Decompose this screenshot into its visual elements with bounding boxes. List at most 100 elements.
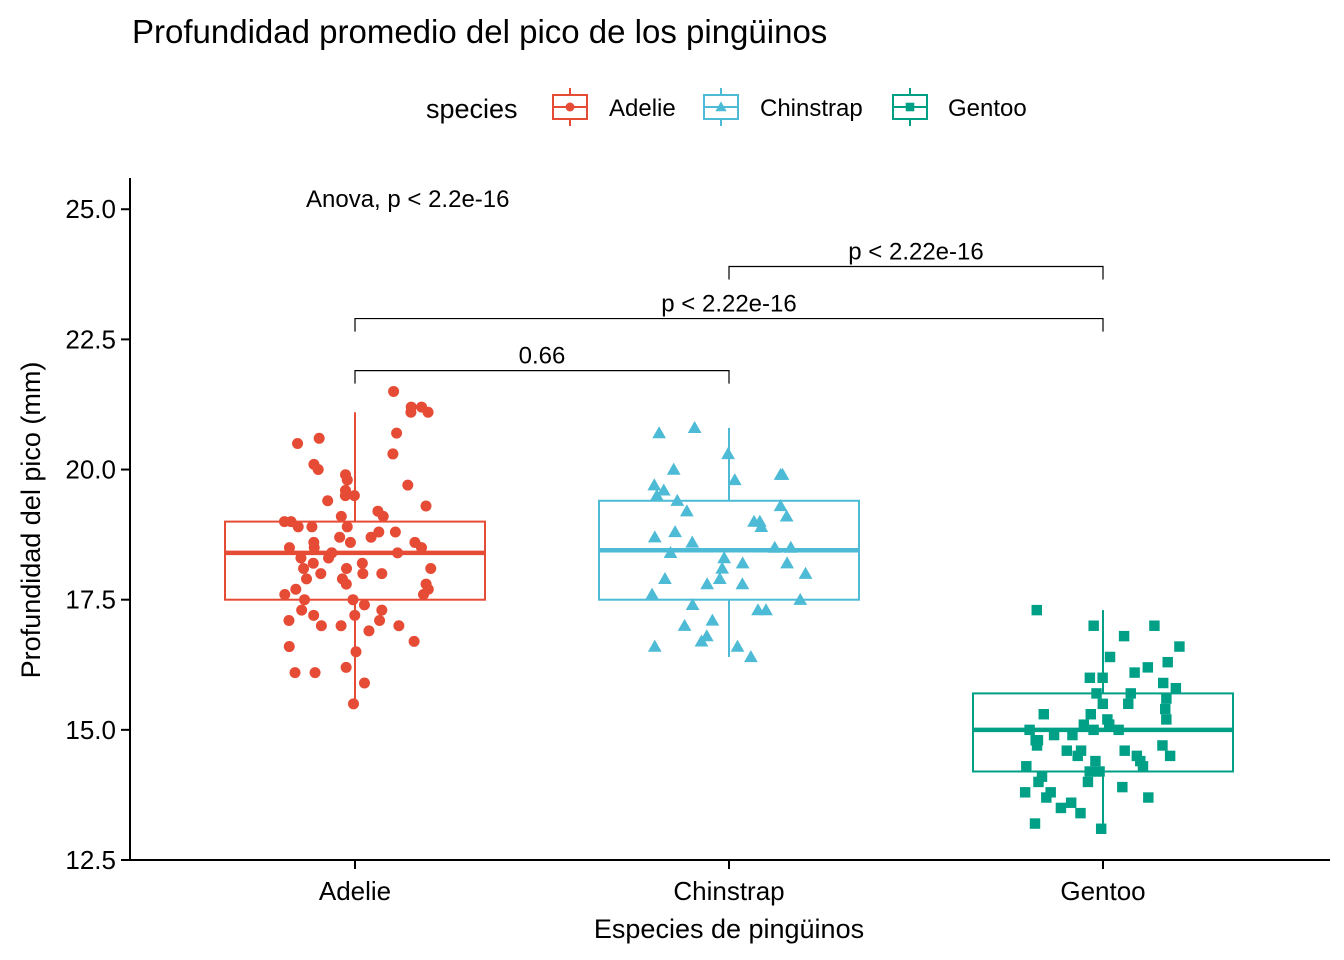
- data-point: [357, 568, 369, 580]
- data-point: [373, 526, 385, 538]
- data-point: [1119, 745, 1130, 756]
- legend-key-chinstrap: [703, 88, 739, 126]
- data-point: [744, 650, 758, 663]
- data-point: [685, 598, 700, 611]
- data-point: [727, 473, 742, 486]
- data-point: [699, 629, 714, 642]
- data-point: [735, 577, 750, 590]
- data-point: [1030, 735, 1041, 746]
- data-point: [767, 540, 782, 553]
- data-point: [341, 521, 353, 533]
- data-point: [1097, 672, 1108, 684]
- data-point: [393, 620, 405, 632]
- data-point: [779, 509, 794, 522]
- data-point: [647, 478, 662, 491]
- data-point: [298, 594, 310, 606]
- box-gentoo: [972, 604, 1234, 834]
- anova-label: Anova, p < 2.2e-16: [306, 186, 509, 213]
- data-point: [715, 561, 730, 574]
- data-point: [278, 516, 290, 528]
- data-point: [341, 562, 353, 574]
- legend-key-marker: [715, 101, 727, 112]
- data-point: [1061, 745, 1073, 756]
- data-point: [358, 677, 370, 689]
- data-point: [730, 639, 745, 652]
- data-point: [374, 615, 386, 627]
- data-point: [1038, 709, 1049, 720]
- data-point: [658, 571, 672, 585]
- legend-label-chinstrap: Chinstrap: [760, 95, 863, 122]
- comparison-label: 0.66: [519, 343, 566, 370]
- data-point: [405, 401, 417, 413]
- data-point: [1118, 630, 1130, 642]
- data-point: [290, 583, 302, 595]
- data-point: [1078, 719, 1090, 730]
- data-point: [1123, 698, 1134, 710]
- data-point: [348, 698, 360, 710]
- data-point: [358, 599, 370, 611]
- data-point: [649, 488, 664, 501]
- data-point: [335, 510, 347, 522]
- data-point: [1075, 807, 1086, 819]
- data-point: [1142, 662, 1154, 673]
- data-point: [339, 484, 351, 496]
- data-point: [307, 557, 319, 569]
- y-tick-label: 25.0: [65, 194, 116, 224]
- data-point: [1048, 729, 1060, 741]
- data-point: [1029, 818, 1041, 829]
- box-iqr: [224, 520, 486, 601]
- data-point: [668, 525, 682, 538]
- data-point: [376, 568, 388, 580]
- data-point: [1143, 792, 1154, 803]
- data-point: [775, 467, 790, 480]
- data-point: [349, 609, 361, 621]
- data-point: [365, 531, 377, 543]
- data-point: [279, 588, 291, 600]
- data-point: [315, 568, 327, 580]
- legend-key-marker: [565, 102, 575, 112]
- data-point: [685, 535, 700, 548]
- data-point: [1036, 771, 1048, 782]
- data-point: [376, 604, 388, 616]
- data-point: [717, 551, 732, 564]
- comparison-label: p < 2.22e-16: [661, 291, 796, 318]
- data-point: [344, 536, 356, 548]
- data-point: [677, 618, 692, 631]
- data-point: [340, 661, 352, 673]
- data-point: [283, 615, 295, 627]
- data-point: [735, 556, 750, 569]
- data-point: [721, 447, 735, 460]
- data-point: [1113, 724, 1124, 736]
- data-point: [420, 578, 432, 590]
- data-point: [1102, 714, 1113, 725]
- box-chinstrap: [598, 421, 860, 663]
- data-point: [1161, 714, 1172, 725]
- data-point: [1129, 667, 1140, 678]
- legend-key-gentoo: [892, 88, 928, 126]
- data-point: [392, 547, 404, 559]
- data-point: [1117, 781, 1128, 793]
- data-point: [308, 609, 320, 621]
- data-point: [1088, 724, 1099, 736]
- data-point: [1161, 693, 1172, 704]
- data-point: [1149, 620, 1160, 631]
- data-point: [1021, 761, 1032, 772]
- data-point: [1082, 776, 1094, 788]
- data-point: [1085, 709, 1096, 720]
- comparison-bracket: [354, 370, 730, 384]
- data-point: [388, 385, 400, 397]
- data-point: [1164, 750, 1176, 762]
- data-point: [759, 603, 773, 616]
- y-axis-title: Profundidad del pico (mm): [16, 362, 46, 679]
- data-point: [1088, 620, 1099, 631]
- data-point: [298, 562, 310, 574]
- data-point: [391, 427, 403, 439]
- data-point: [1170, 682, 1182, 694]
- data-point: [1075, 745, 1087, 756]
- data-point: [1084, 672, 1096, 684]
- data-point: [1084, 766, 1095, 777]
- y-tick-label: 15.0: [65, 715, 116, 745]
- data-point: [773, 499, 788, 512]
- data-point: [350, 646, 362, 658]
